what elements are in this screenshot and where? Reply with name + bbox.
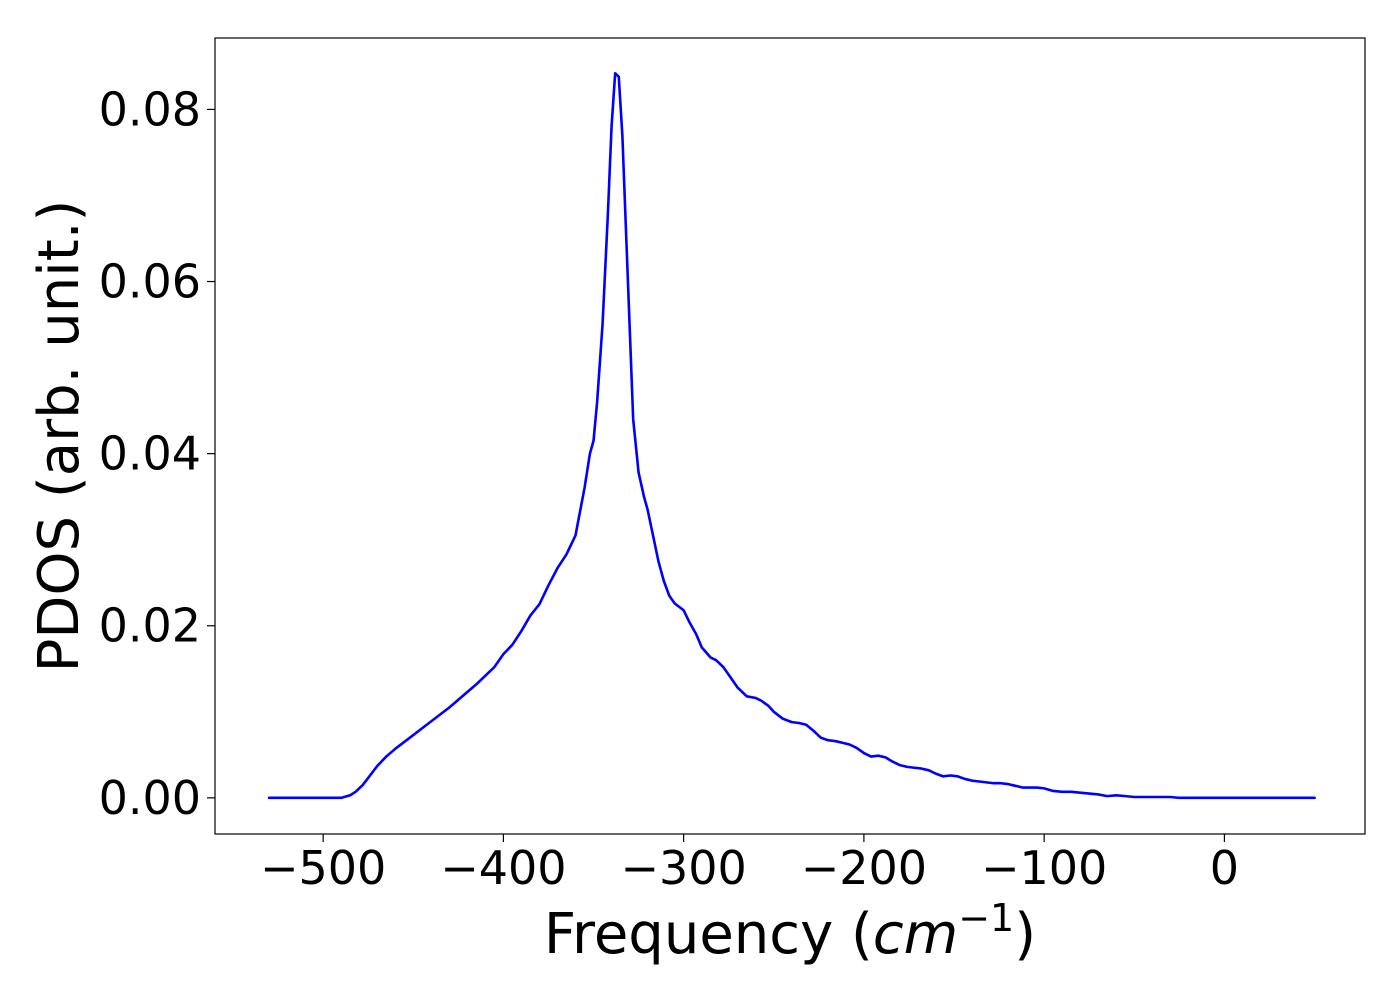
x-tick-label: 0 [1210, 841, 1239, 895]
y-tick-label: 0.04 [99, 427, 201, 481]
x-tick-label: −400 [440, 841, 566, 895]
y-tick-label: 0.08 [99, 82, 201, 136]
x-axis-label: Frequency (cm−1) [544, 896, 1036, 967]
plot-frame [214, 37, 1366, 835]
x-axis-label-unit: cm [873, 902, 958, 967]
x-tick-label: −100 [981, 841, 1107, 895]
y-axis-ticks: 0.00 0.02 0.04 0.06 0.08 [99, 82, 215, 825]
y-tick-label: 0.00 [99, 771, 201, 825]
x-axis-label-close: ) [1014, 902, 1036, 967]
x-axis-label-exponent: −1 [958, 896, 1014, 940]
x-tick-label: −300 [620, 841, 746, 895]
x-axis-ticks: −500 −400 −300 −200 −100 0 [260, 834, 1239, 895]
y-tick-label: 0.02 [99, 599, 201, 653]
x-tick-label: −200 [801, 841, 927, 895]
y-axis-label: PDOS (arb. unit.) [27, 200, 92, 673]
series-line [267, 71, 1316, 800]
x-tick-label: −500 [260, 841, 386, 895]
y-tick-label: 0.06 [99, 255, 201, 309]
